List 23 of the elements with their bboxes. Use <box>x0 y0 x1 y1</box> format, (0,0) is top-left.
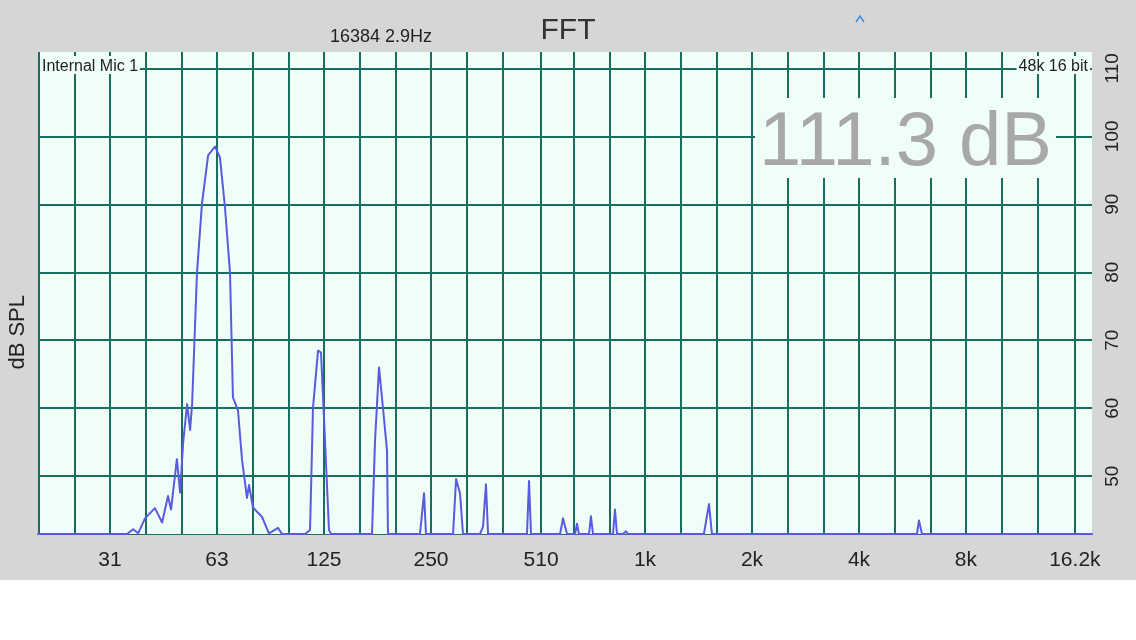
annotation: Internal Mic 1 <box>42 56 139 74</box>
y-tick-label: 60 <box>1101 397 1122 419</box>
x-tick-label: 510 <box>523 547 559 570</box>
x-tick-label: 63 <box>205 547 229 570</box>
y-tick-label: 70 <box>1101 329 1122 351</box>
x-tick-label: 250 <box>413 547 449 570</box>
x-tick-label: 4k <box>847 547 871 570</box>
x-tick-label: 2k <box>740 547 764 570</box>
x-tick-label: 125 <box>306 547 342 570</box>
y-tick-label: 50 <box>1101 465 1122 487</box>
text: 16384 2.9Hz <box>330 26 433 46</box>
x-tick-label: 31 <box>98 547 122 570</box>
annotation: 48k 16 bit <box>1018 56 1089 74</box>
y-tick-label: 110 <box>1101 53 1122 84</box>
chart-title: FFT <box>540 11 596 45</box>
y-tick-label: 90 <box>1101 193 1122 215</box>
x-tick-label: 16.2k <box>1049 547 1102 570</box>
annotation: 111.3 dB <box>759 95 1053 181</box>
y-tick-label: 80 <box>1101 261 1122 283</box>
y-tick-label: 100 <box>1101 120 1122 153</box>
x-tick-label: 1k <box>633 547 657 570</box>
y-axis-title: dB SPL <box>3 295 29 370</box>
x-tick-label: 8k <box>954 547 978 570</box>
